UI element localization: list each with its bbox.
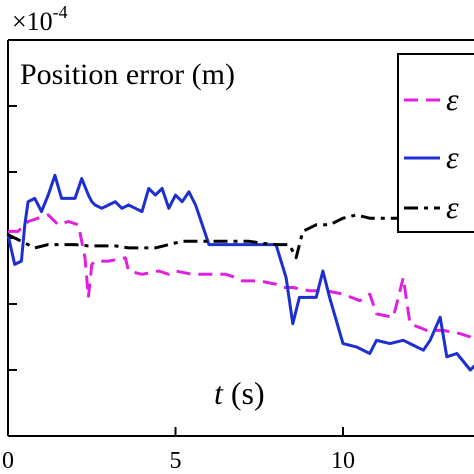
- series-line-1: [6, 173, 474, 372]
- x-ticks: 0 5 10: [2, 427, 355, 474]
- legend-label-1: ε: [446, 139, 459, 175]
- x-axis-variable: t: [214, 375, 224, 411]
- y-scale-label: ×10-4: [12, 2, 68, 36]
- y-scale-base: ×10: [12, 7, 53, 36]
- legend: εεε: [397, 53, 474, 233]
- series-line-2: [7, 213, 474, 260]
- legend-entries: εεε: [404, 81, 459, 225]
- chart-title: Position error (m): [20, 58, 235, 91]
- x-tick-label-0: 0: [2, 448, 14, 474]
- x-tick-label-1: 5: [170, 448, 182, 474]
- x-axis-label: t (s): [214, 375, 265, 411]
- legend-label-2: ε: [446, 189, 459, 225]
- series-group: [6, 173, 474, 372]
- x-tick-label-2: 10: [331, 448, 355, 474]
- x-axis-unit: (s): [231, 375, 265, 411]
- legend-label-0: ε: [446, 81, 459, 117]
- legend-box: [397, 53, 474, 233]
- y-scale-exponent: -4: [53, 2, 68, 22]
- series-line-0: [8, 213, 474, 343]
